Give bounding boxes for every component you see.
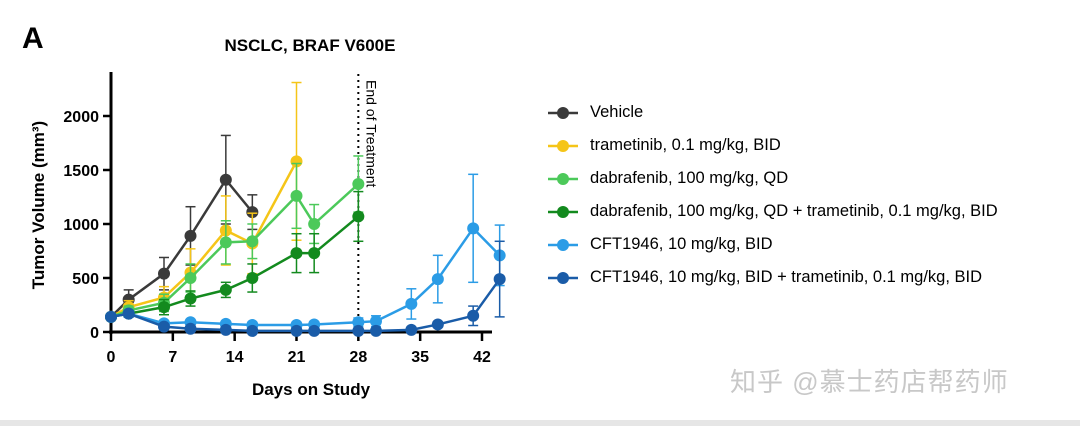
data-point — [308, 218, 321, 230]
data-point — [246, 206, 259, 219]
x-tick-label: 21 — [288, 349, 306, 366]
data-point — [246, 324, 259, 337]
y-tick-label: 500 — [72, 271, 99, 288]
legend-label: CFT1946, 10 mg/kg, BID — [590, 235, 773, 253]
legend-item: CFT1946, 10 mg/kg, BID + trametinib, 0.1… — [548, 261, 998, 294]
data-point — [308, 324, 321, 337]
legend-item: Vehicle — [548, 96, 998, 129]
legend-item: CFT1946, 10 mg/kg, BID — [548, 228, 998, 261]
legend-item: trametinib, 0.1 mg/kg, BID — [548, 129, 998, 162]
legend-label: dabrafenib, 100 mg/kg, QD — [590, 169, 789, 187]
data-point — [290, 247, 303, 260]
x-tick-label: 7 — [168, 349, 177, 366]
data-point — [493, 273, 506, 286]
data-point — [431, 318, 444, 331]
data-point — [158, 320, 170, 333]
data-point — [158, 267, 170, 280]
end-of-treatment-label: End of Treatment — [363, 80, 379, 188]
x-tick-label: 0 — [107, 349, 116, 366]
y-tick-label: 0 — [90, 325, 99, 342]
x-tick-label: 42 — [473, 349, 491, 366]
data-point — [158, 301, 170, 314]
legend-marker — [548, 205, 578, 218]
data-point — [352, 210, 365, 223]
panel-label: A — [22, 22, 44, 55]
data-point — [246, 272, 259, 284]
data-point — [352, 316, 365, 329]
data-point — [370, 315, 382, 328]
data-point — [290, 189, 303, 202]
data-point — [467, 222, 480, 235]
x-tick-label: 35 — [411, 349, 429, 366]
data-point — [184, 272, 197, 284]
legend-label: Vehicle — [590, 103, 644, 121]
data-point — [405, 323, 418, 336]
data-point — [467, 309, 480, 322]
legend-item: dabrafenib, 100 mg/kg, QD + trametinib, … — [548, 195, 998, 228]
legend-label: CFT1946, 10 mg/kg, BID + trametinib, 0.1… — [590, 268, 983, 286]
legend-marker — [548, 106, 578, 119]
data-point — [105, 310, 117, 323]
data-point — [219, 323, 232, 336]
x-tick-label: 14 — [226, 349, 244, 366]
series-0 — [105, 134, 259, 323]
legend-marker — [548, 238, 578, 251]
data-point — [219, 236, 232, 249]
y-tick-label: 1500 — [63, 163, 99, 180]
data-point — [352, 178, 365, 191]
legend-label: dabrafenib, 100 mg/kg, QD + trametinib, … — [590, 202, 998, 220]
chart-title: NSCLC, BRAF V600E — [224, 36, 396, 55]
series-5 — [105, 240, 506, 337]
y-tick-label: 2000 — [63, 109, 99, 126]
watermark: 知乎 @慕士药店帮药师 — [730, 367, 1009, 397]
data-point — [184, 292, 197, 305]
data-point — [122, 307, 135, 320]
data-point — [370, 324, 382, 337]
y-tick-label: 1000 — [63, 217, 99, 234]
data-point — [290, 155, 303, 168]
x-axis-label: Days on Study — [252, 380, 371, 399]
bottom-bar — [0, 420, 1080, 426]
data-point — [184, 229, 197, 242]
data-point — [219, 283, 232, 296]
series-2 — [105, 155, 365, 323]
legend-marker — [548, 172, 578, 185]
legend: Vehicle trametinib, 0.1 mg/kg, BID dabrafe… — [548, 96, 998, 294]
series-1 — [105, 81, 303, 323]
series-line — [110, 183, 360, 319]
data-point — [405, 297, 418, 310]
data-point — [290, 324, 303, 337]
data-point — [308, 247, 321, 260]
data-point — [431, 273, 444, 286]
x-tick-label: 28 — [349, 349, 367, 366]
data-point — [352, 324, 365, 337]
y-axis-label: Tumor Volume (mm³) — [29, 121, 48, 289]
data-point — [184, 322, 197, 335]
legend-item: dabrafenib, 100 mg/kg, QD — [548, 162, 998, 195]
legend-label: trametinib, 0.1 mg/kg, BID — [590, 136, 781, 154]
data-point — [219, 173, 232, 186]
legend-marker — [548, 271, 578, 284]
legend-marker — [548, 139, 578, 152]
data-point — [246, 235, 259, 248]
